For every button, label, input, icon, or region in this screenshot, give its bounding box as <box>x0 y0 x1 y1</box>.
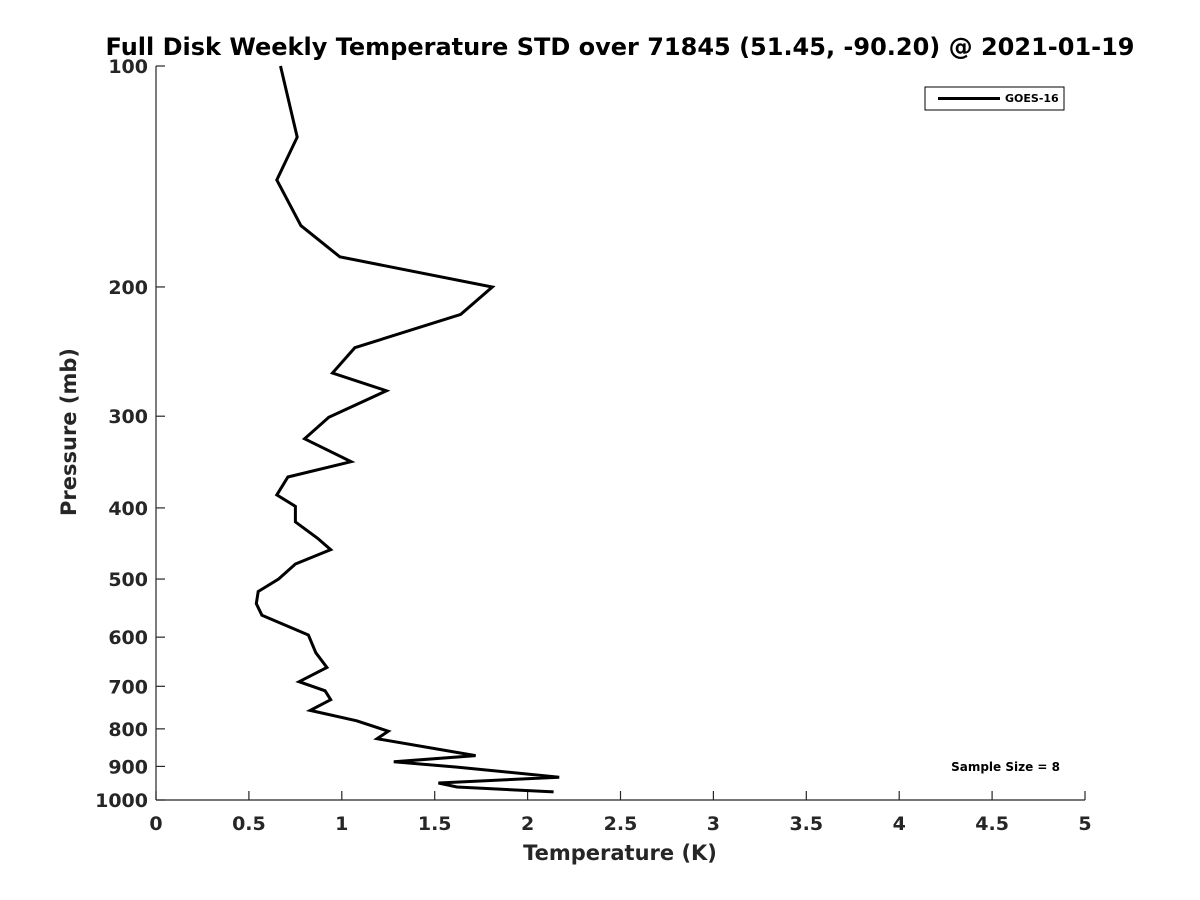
series-line <box>254 65 560 794</box>
series-layer <box>254 65 560 794</box>
y-tick-label: 400 <box>108 498 148 520</box>
x-tick-label: 4 <box>893 813 906 835</box>
y-tick-label: 900 <box>108 756 148 778</box>
y-tick-label: 300 <box>108 406 148 428</box>
x-axis-label: Temperature (K) <box>523 841 717 865</box>
x-tick-label: 1.5 <box>418 813 452 835</box>
x-tick-label: 3 <box>707 813 720 835</box>
legend: GOES-16 <box>924 86 1065 111</box>
y-ticks: 100 200 300 400 500 600 700 800 900 1000 <box>95 56 165 812</box>
sample-size-annotation: Sample Size = 8 <box>951 760 1060 774</box>
x-ticks: 0 0.5 1 1.5 2 2.5 3 3.5 4 4.5 5 <box>149 791 1092 835</box>
y-axis-label: Pressure (mb) <box>57 348 81 516</box>
y-tick-label: 200 <box>108 277 148 299</box>
x-tick-label: 4.5 <box>975 813 1009 835</box>
x-tick-label: 1 <box>335 813 348 835</box>
legend-entry: GOES-16 <box>1005 92 1059 105</box>
x-tick-label: 2.5 <box>604 813 638 835</box>
x-tick-label: 2 <box>521 813 534 835</box>
y-tick-label: 800 <box>108 719 148 741</box>
y-tick-label: 500 <box>108 569 148 591</box>
y-tick-label: 1000 <box>95 790 148 812</box>
y-tick-label: 100 <box>108 56 148 78</box>
chart-title: Full Disk Weekly Temperature STD over 71… <box>106 33 1135 61</box>
y-tick-label: 700 <box>108 676 148 698</box>
x-tick-label: 3.5 <box>789 813 823 835</box>
x-tick-label: 5 <box>1078 813 1091 835</box>
x-tick-label: 0.5 <box>232 813 266 835</box>
y-tick-label: 600 <box>108 627 148 649</box>
x-tick-label: 0 <box>149 813 162 835</box>
